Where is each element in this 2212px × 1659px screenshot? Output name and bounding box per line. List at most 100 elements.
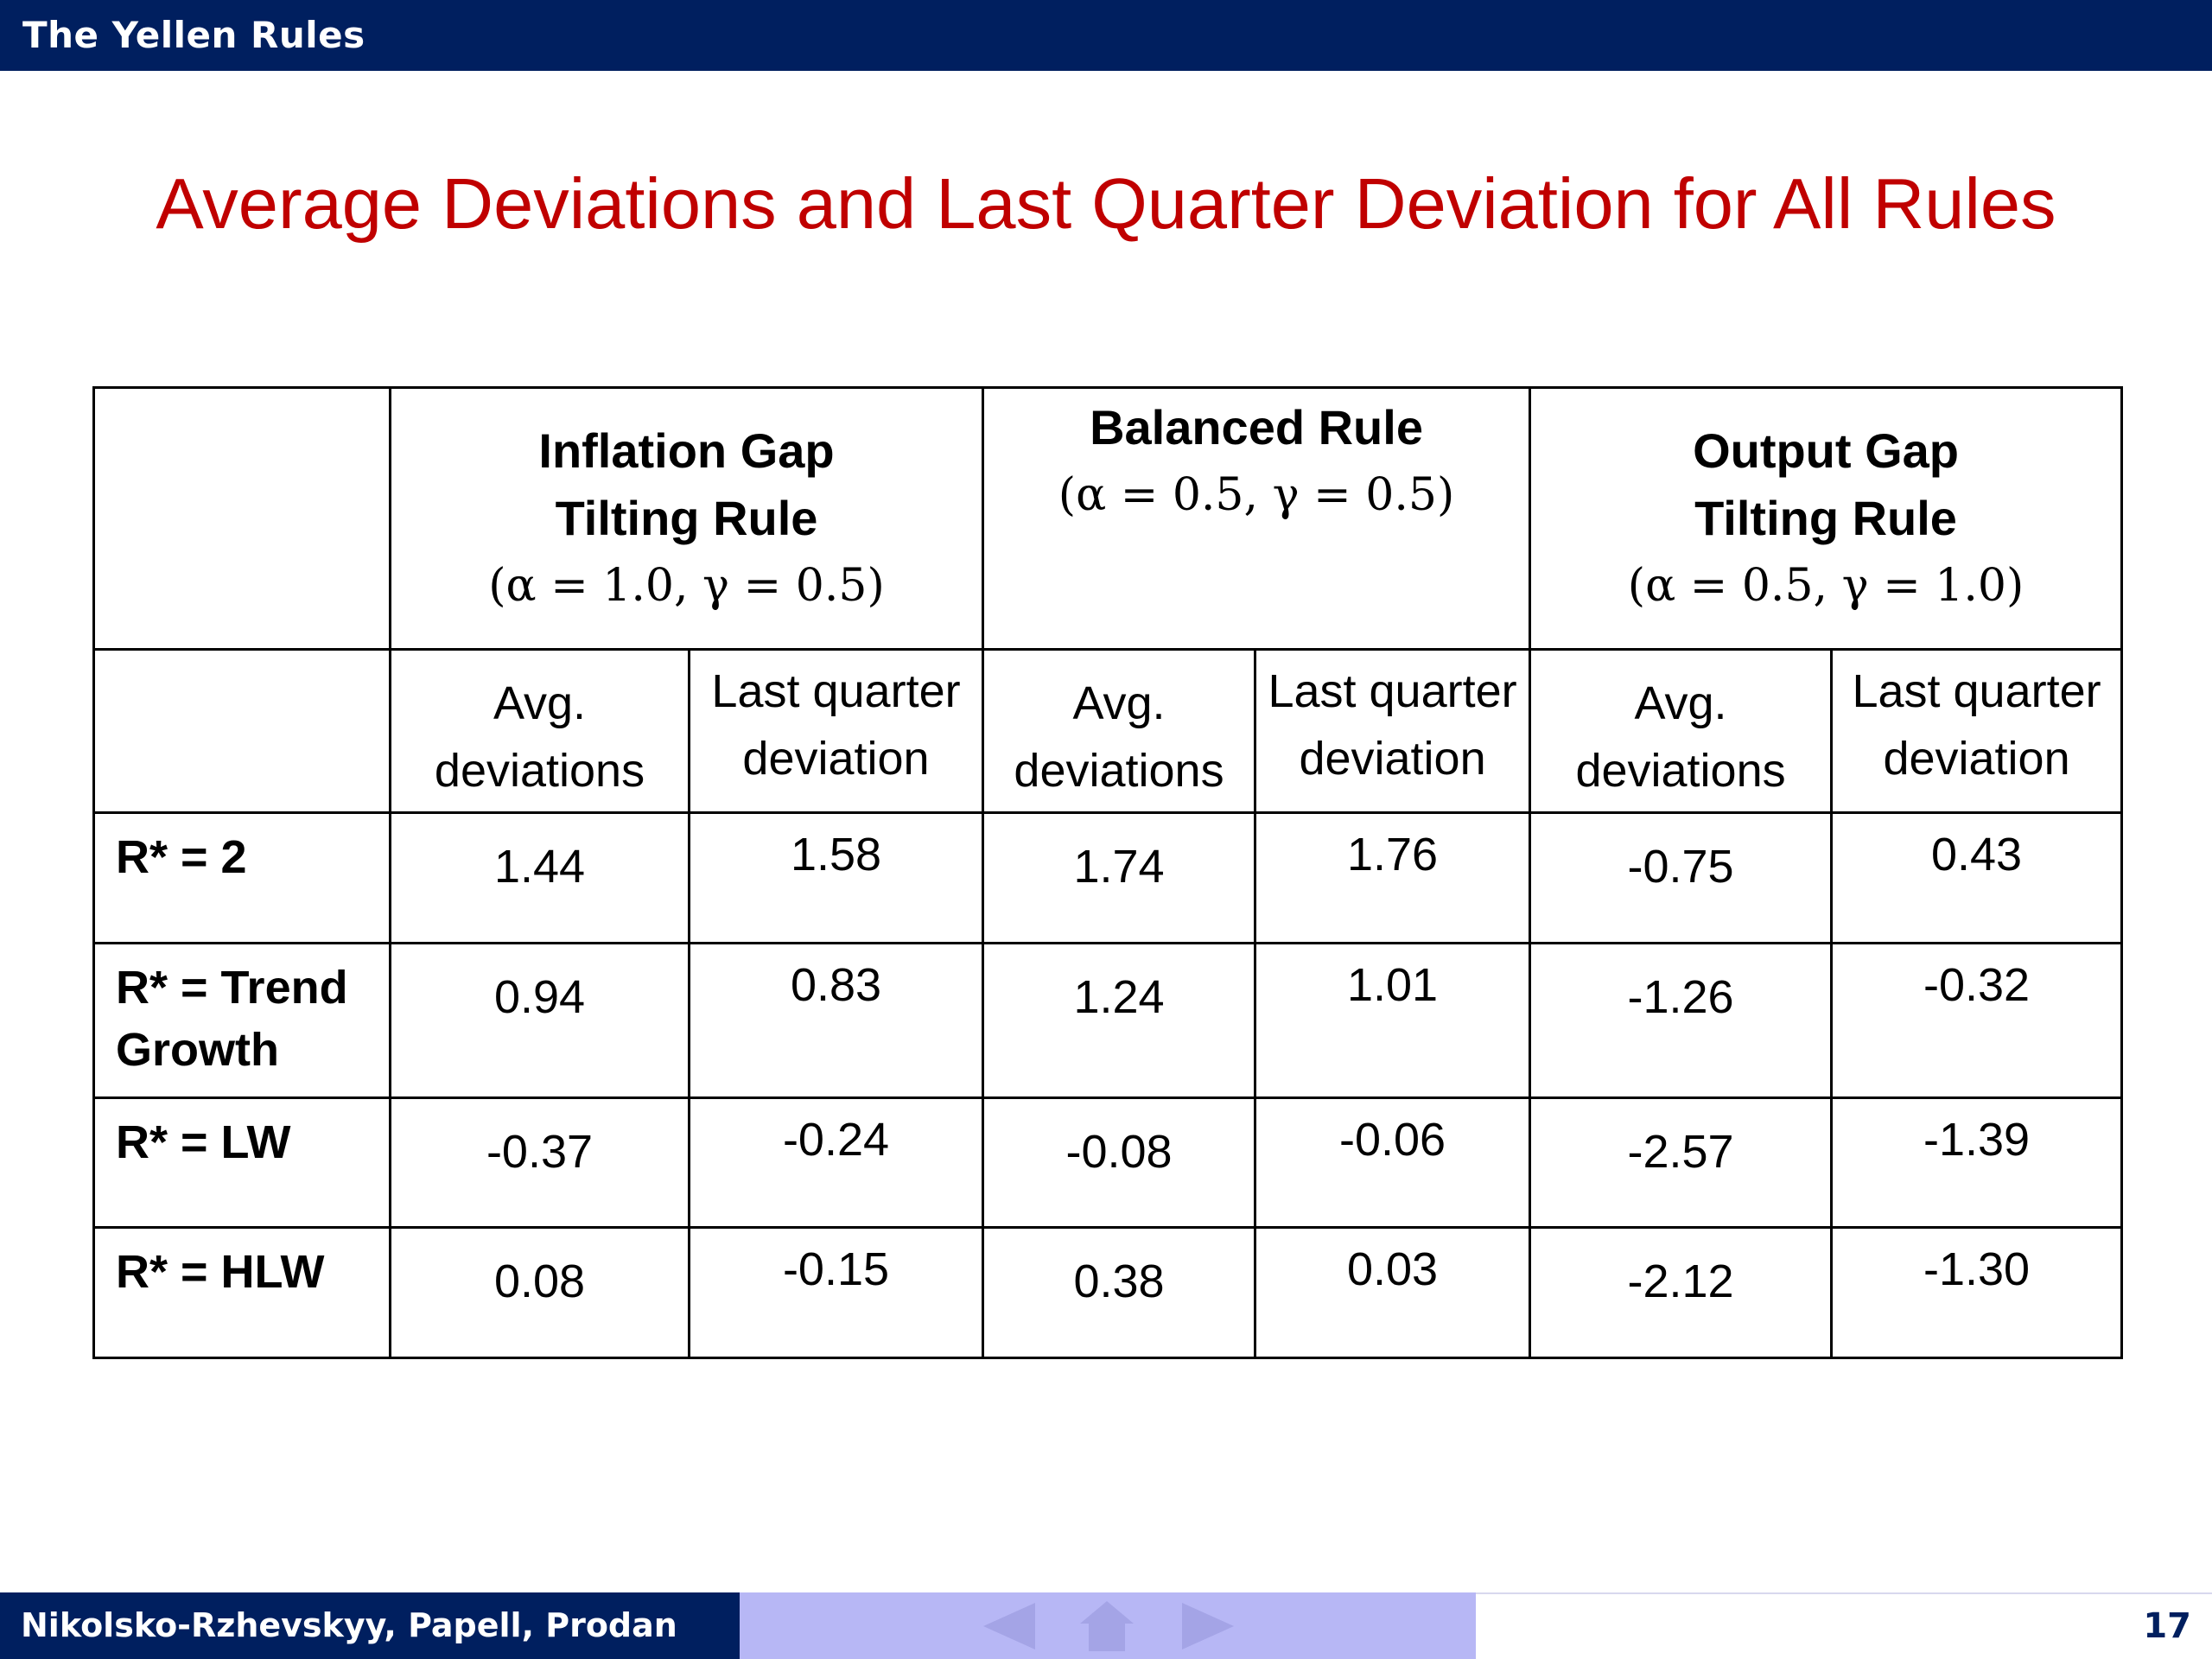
table-cell: 1.01 xyxy=(1254,942,1532,1099)
subheader-text: Avg. xyxy=(493,677,587,729)
table-cell: 1.58 xyxy=(687,811,985,944)
cell-value: 1.58 xyxy=(790,829,882,880)
cell-value: 0.03 xyxy=(1346,1243,1439,1295)
page-number: 17 xyxy=(2143,1606,2191,1646)
cell-value: 1.01 xyxy=(1346,959,1439,1011)
table-cell: 0.03 xyxy=(1254,1226,1532,1359)
cell-value: -0.24 xyxy=(782,1114,890,1166)
subheader-text: Last quarter xyxy=(1852,665,2101,717)
subheader-text: deviation xyxy=(742,733,930,785)
row-label: R* = HLW xyxy=(92,1226,391,1359)
table-row: R* = 2 1.44 1.58 1.74 1.76 -0.75 0.43 xyxy=(92,811,2124,944)
table-cell: 1.74 xyxy=(982,811,1257,944)
group-header-row: Inflation Gap Tilting Rule (α = 1.0, γ =… xyxy=(92,386,2124,651)
group-name: Tilting Rule xyxy=(1694,491,1957,545)
row-label-text: R* = Trend xyxy=(116,962,348,1014)
row-label-text: R* = 2 xyxy=(116,831,247,883)
subheader-avg: Avg. deviations xyxy=(982,648,1257,814)
subheader-last: Last quarter deviation xyxy=(1254,648,1532,814)
table-row: R* = HLW 0.08 -0.15 0.38 0.03 -2.12 -1.3… xyxy=(92,1226,2124,1359)
footer-nav xyxy=(740,1592,1476,1659)
footer-page-area: 17 xyxy=(1476,1592,2212,1659)
table-cell: -2.12 xyxy=(1529,1226,1834,1359)
row-label-text: Growth xyxy=(116,1024,279,1076)
table-cell: 1.24 xyxy=(982,942,1257,1099)
group-header-inflation: Inflation Gap Tilting Rule (α = 1.0, γ =… xyxy=(388,386,985,651)
group-name: Balanced Rule xyxy=(1090,400,1423,454)
group-params: (α = 0.5, γ = 0.5) xyxy=(1058,469,1455,521)
cell-value: -0.08 xyxy=(1065,1126,1173,1178)
subheader-last: Last quarter deviation xyxy=(687,648,985,814)
cell-value: 0.94 xyxy=(493,971,586,1023)
subheader-text: deviation xyxy=(1883,733,2070,785)
corner-cell xyxy=(92,648,391,814)
header-title: The Yellen Rules xyxy=(22,14,365,56)
cell-value: -1.26 xyxy=(1627,971,1734,1023)
cell-value: 0.38 xyxy=(1073,1255,1165,1307)
group-params: (α = 1.0, γ = 0.5) xyxy=(488,560,885,612)
cell-value: -2.57 xyxy=(1627,1126,1734,1178)
table-cell: 1.76 xyxy=(1254,811,1532,944)
row-label-text: R* = LW xyxy=(116,1116,291,1168)
cell-value: -0.32 xyxy=(1923,959,2031,1011)
prev-arrow-icon[interactable] xyxy=(978,1599,1039,1653)
table-cell: 0.43 xyxy=(1830,811,2124,944)
table-cell: -2.57 xyxy=(1529,1096,1834,1229)
table-cell: -0.15 xyxy=(687,1226,985,1359)
group-name: Inflation Gap xyxy=(538,423,835,478)
table-row: R* = LW -0.37 -0.24 -0.08 -0.06 -2.57 -1… xyxy=(92,1096,2124,1229)
table-cell: 0.83 xyxy=(687,942,985,1099)
cell-value: 1.76 xyxy=(1346,829,1439,880)
table-cell: 0.94 xyxy=(389,942,690,1099)
table-cell: -1.39 xyxy=(1830,1096,2124,1229)
cell-value: -0.15 xyxy=(782,1243,890,1295)
table-cell: -1.30 xyxy=(1830,1226,2124,1359)
group-name: Output Gap xyxy=(1693,423,1960,478)
next-arrow-icon[interactable] xyxy=(1179,1599,1239,1653)
cell-value: 1.74 xyxy=(1073,841,1165,893)
footer-authors: Nikolsko-Rzhevskyy, Papell, Prodan xyxy=(0,1592,740,1659)
table-cell: -0.08 xyxy=(982,1096,1257,1229)
cell-value: -0.06 xyxy=(1338,1114,1446,1166)
subheader-text: Last quarter xyxy=(1268,665,1517,717)
table-cell: -1.26 xyxy=(1529,942,1834,1099)
cell-value: 0.43 xyxy=(1930,829,2023,880)
subheader-text: deviation xyxy=(1299,733,1486,785)
subheader-avg: Avg. deviations xyxy=(389,648,690,814)
cell-value: 1.44 xyxy=(493,841,586,893)
row-label-text: R* = HLW xyxy=(116,1246,325,1298)
table-cell: -0.24 xyxy=(687,1096,985,1229)
slide-title: Average Deviations and Last Quarter Devi… xyxy=(156,163,2056,244)
cell-value: -2.12 xyxy=(1627,1255,1734,1307)
cell-value: -1.39 xyxy=(1923,1114,2031,1166)
row-label: R* = Trend Growth xyxy=(92,942,391,1099)
cell-value: -1.30 xyxy=(1923,1243,2031,1295)
table-cell: 1.44 xyxy=(389,811,690,944)
subheader-text: Avg. xyxy=(1072,677,1166,729)
subheader-text: Avg. xyxy=(1634,677,1727,729)
table-cell: -0.32 xyxy=(1830,942,2124,1099)
footer: Nikolsko-Rzhevskyy, Papell, Prodan 17 xyxy=(0,1592,2212,1659)
table-cell: -0.37 xyxy=(389,1096,690,1229)
group-header-balanced: Balanced Rule (α = 0.5, γ = 0.5) xyxy=(982,386,1532,651)
subheader-text: deviations xyxy=(1575,745,1786,797)
table-cell: 0.38 xyxy=(982,1226,1257,1359)
cell-value: 0.08 xyxy=(493,1255,586,1307)
sub-header-row: Avg. deviations Last quarter deviation A… xyxy=(92,648,2124,814)
table-row: R* = Trend Growth 0.94 0.83 1.24 1.01 -1… xyxy=(92,942,2124,1099)
table-cell: -0.06 xyxy=(1254,1096,1532,1229)
group-name: Tilting Rule xyxy=(555,491,818,545)
group-params: (α = 0.5, γ = 1.0) xyxy=(1627,560,2024,612)
header-bar: The Yellen Rules xyxy=(0,0,2212,71)
subheader-text: deviations xyxy=(434,745,645,797)
cell-value: -0.75 xyxy=(1627,841,1734,893)
subheader-text: deviations xyxy=(1014,745,1224,797)
cell-value: 1.24 xyxy=(1073,971,1165,1023)
home-icon[interactable] xyxy=(1077,1599,1137,1653)
row-label: R* = LW xyxy=(92,1096,391,1229)
cell-value: -0.37 xyxy=(486,1126,594,1178)
table-cell: -0.75 xyxy=(1529,811,1834,944)
subheader-text: Last quarter xyxy=(711,665,961,717)
row-label: R* = 2 xyxy=(92,811,391,944)
